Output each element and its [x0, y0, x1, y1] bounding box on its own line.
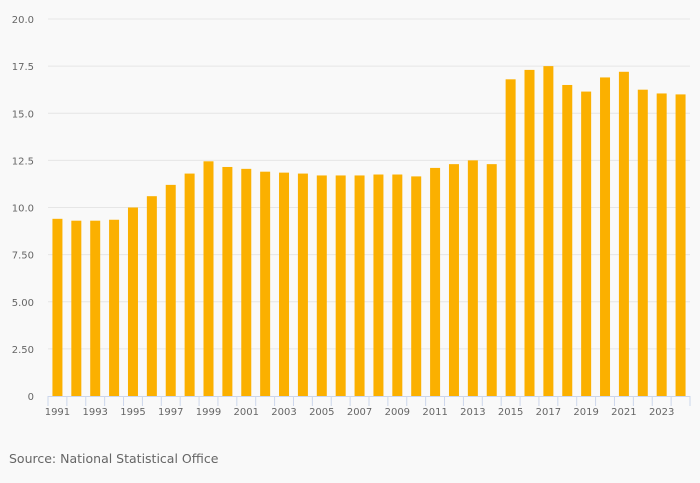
bar-2001 [241, 168, 252, 396]
bar-2014 [486, 164, 497, 396]
x-tick-label: 2023 [649, 407, 674, 418]
x-tick-label: 2015 [498, 407, 523, 418]
bar-1994 [109, 219, 120, 396]
source-note: Source: National Statistical Office [9, 451, 219, 466]
bar-2000 [222, 166, 233, 396]
bar-2004 [297, 173, 308, 396]
x-tick-label: 2005 [309, 407, 334, 418]
y-tick-label: 5.00 [12, 298, 34, 309]
x-tick-label: 2011 [422, 407, 447, 418]
x-tick-label: 1995 [120, 407, 145, 418]
bar-chart: 0 2.50 5.00 7.50 10.0 12.5 15.0 17.5 20.0 1991 199… [12, 15, 691, 418]
bar-1991 [52, 218, 63, 396]
y-tick-label: 20.0 [12, 15, 34, 26]
bar-2024 [675, 94, 686, 397]
bar-2006 [335, 175, 346, 396]
bar-2016 [524, 69, 535, 397]
bar-2008 [373, 174, 384, 396]
x-tick-label: 1997 [158, 407, 183, 418]
x-tick-label: 2009 [385, 407, 410, 418]
y-tick-label: 10.0 [12, 204, 34, 215]
bar-1995 [127, 207, 138, 396]
x-tick-label: 2019 [573, 407, 598, 418]
x-tick-label: 2003 [271, 407, 296, 418]
x-tick-label: 2013 [460, 407, 485, 418]
y-tick-label: 12.5 [12, 156, 34, 167]
bar-2020 [600, 77, 611, 396]
y-tick-label: 15.0 [12, 109, 34, 120]
x-tick-label: 2001 [234, 407, 259, 418]
bar-2011 [430, 167, 441, 396]
x-tick-label: 2021 [611, 407, 636, 418]
bar-1997 [165, 184, 176, 396]
bar-2002 [260, 171, 271, 396]
bar-1998 [184, 173, 195, 396]
bar-2009 [392, 174, 403, 396]
bar-2012 [448, 164, 459, 396]
y-tick-label: 7.50 [12, 251, 34, 262]
y-tick-label: 0 [28, 392, 34, 403]
bar-1993 [90, 220, 101, 396]
y-tick-label: 2.50 [12, 345, 34, 356]
bar-1996 [146, 196, 157, 396]
bar-1992 [71, 220, 82, 396]
bar-2021 [618, 71, 629, 396]
bar-2003 [279, 172, 290, 396]
bar-1999 [203, 161, 214, 396]
bar-2023 [656, 93, 667, 397]
y-tick-label: 17.5 [12, 62, 34, 73]
bar-2019 [581, 91, 592, 396]
bar-2005 [316, 175, 327, 396]
x-tick-label: 1991 [45, 407, 70, 418]
bar-2022 [637, 89, 648, 396]
bar-2010 [411, 176, 422, 396]
x-tick-label: 1993 [82, 407, 107, 418]
bar-2018 [562, 84, 573, 396]
bar-2007 [354, 175, 365, 396]
bar-2013 [467, 160, 478, 396]
x-tick-label: 1999 [196, 407, 221, 418]
bar-2015 [505, 79, 516, 396]
x-tick-label: 2007 [347, 407, 372, 418]
x-tick-label: 2017 [536, 407, 561, 418]
bar-2017 [543, 66, 554, 396]
